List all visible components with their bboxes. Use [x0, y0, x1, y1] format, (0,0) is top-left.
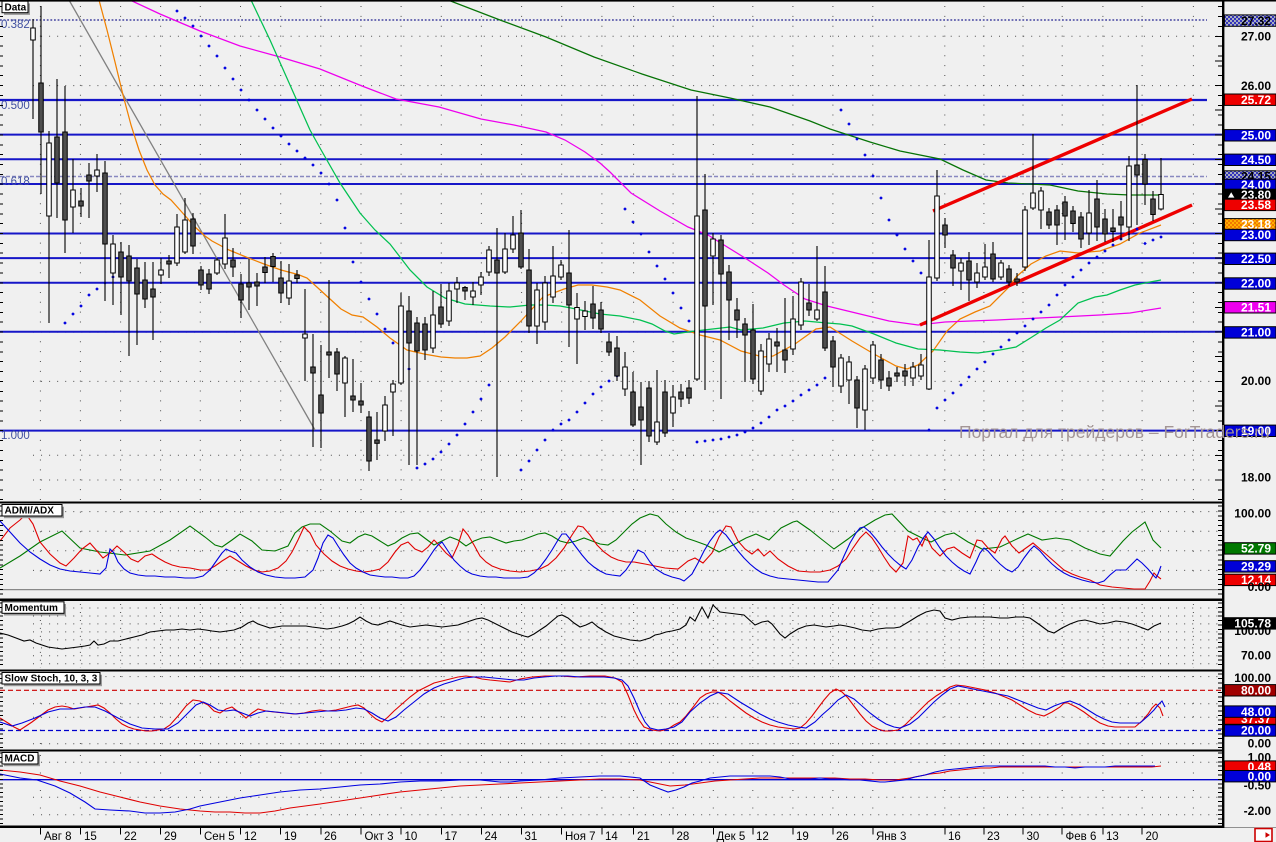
svg-text:20.00: 20.00: [1241, 724, 1271, 738]
svg-text:Авг 8: Авг 8: [44, 831, 72, 842]
svg-text:18.00: 18.00: [1241, 471, 1271, 485]
svg-text:0.500: 0.500: [1, 100, 30, 112]
svg-text:1.000: 1.000: [1, 430, 30, 442]
svg-text:25.00: 25.00: [1241, 129, 1271, 143]
svg-text:19: 19: [284, 831, 297, 842]
svg-text:15: 15: [84, 831, 97, 842]
svg-text:12.14: 12.14: [1241, 573, 1271, 587]
svg-text:100.00: 100.00: [1234, 671, 1271, 685]
svg-text:0.00: 0.00: [1248, 769, 1272, 783]
svg-text:17: 17: [445, 831, 458, 842]
svg-text:22: 22: [124, 831, 137, 842]
svg-text:10: 10: [405, 831, 418, 842]
svg-text:21.51: 21.51: [1241, 301, 1271, 315]
svg-text:26: 26: [324, 831, 337, 842]
svg-text:28: 28: [677, 831, 690, 842]
svg-text:70.00: 70.00: [1241, 649, 1271, 663]
svg-text:Momentum: Momentum: [5, 603, 58, 614]
svg-text:12: 12: [756, 831, 769, 842]
svg-text:16: 16: [948, 831, 961, 842]
svg-text:23: 23: [987, 831, 1000, 842]
svg-text:23.18: 23.18: [1241, 218, 1271, 232]
svg-text:20.00: 20.00: [1241, 374, 1271, 388]
svg-text:Сен 5: Сен 5: [204, 831, 235, 842]
svg-text:80.00: 80.00: [1241, 684, 1271, 698]
svg-text:24.50: 24.50: [1241, 153, 1271, 167]
svg-text:13: 13: [1106, 831, 1119, 842]
svg-text:Окт 3: Окт 3: [365, 831, 394, 842]
svg-text:ADMI/ADX: ADMI/ADX: [5, 506, 55, 517]
svg-text:30: 30: [1027, 831, 1040, 842]
svg-text:105.78: 105.78: [1234, 617, 1271, 631]
svg-text:0.00: 0.00: [1248, 737, 1272, 751]
svg-text:Дек 5: Дек 5: [717, 831, 746, 842]
svg-text:0.382: 0.382: [1, 19, 30, 31]
svg-text:23.58: 23.58: [1241, 198, 1271, 212]
svg-text:29.29: 29.29: [1241, 560, 1271, 574]
svg-text:48.00: 48.00: [1241, 705, 1271, 719]
svg-text:Data: Data: [5, 2, 27, 13]
svg-text:Slow Stoch, 10, 3, 3: Slow Stoch, 10, 3, 3: [5, 674, 98, 685]
svg-text:26: 26: [836, 831, 849, 842]
svg-text:22.00: 22.00: [1241, 277, 1271, 291]
svg-text:19.00: 19.00: [1241, 424, 1271, 438]
svg-text:24: 24: [485, 831, 498, 842]
svg-text:19: 19: [796, 831, 809, 842]
svg-text:14: 14: [605, 831, 618, 842]
svg-text:Янв 3: Янв 3: [876, 831, 906, 842]
svg-text:Портал для трейдеров – ForTrad: Портал для трейдеров – ForTraders.ru: [959, 422, 1270, 442]
svg-text:21: 21: [637, 831, 650, 842]
svg-text:27.00: 27.00: [1241, 30, 1271, 44]
svg-text:25.72: 25.72: [1241, 93, 1271, 107]
svg-text:0.618: 0.618: [1, 176, 30, 188]
svg-text:0.00: 0.00: [1248, 580, 1272, 594]
svg-text:20: 20: [1146, 831, 1159, 842]
svg-text:23.00: 23.00: [1241, 228, 1271, 242]
svg-text:27.32: 27.32: [1241, 14, 1271, 28]
svg-text:31: 31: [525, 831, 538, 842]
svg-text:24.00: 24.00: [1241, 178, 1271, 192]
svg-text:23.80: 23.80: [1241, 188, 1271, 202]
svg-text:22.50: 22.50: [1241, 252, 1271, 266]
svg-text:52.79: 52.79: [1241, 542, 1271, 556]
svg-text:26.00: 26.00: [1241, 79, 1271, 93]
svg-text:Фев 6: Фев 6: [1066, 831, 1097, 842]
svg-text:100.00: 100.00: [1234, 507, 1271, 521]
svg-text:12: 12: [244, 831, 257, 842]
svg-text:-2.00: -2.00: [1244, 804, 1272, 818]
svg-text:-0.50: -0.50: [1244, 779, 1272, 793]
svg-text:21.00: 21.00: [1241, 326, 1271, 340]
svg-text:29: 29: [164, 831, 177, 842]
svg-text:Ноя 7: Ноя 7: [565, 831, 596, 842]
svg-text:MACD: MACD: [5, 754, 35, 765]
